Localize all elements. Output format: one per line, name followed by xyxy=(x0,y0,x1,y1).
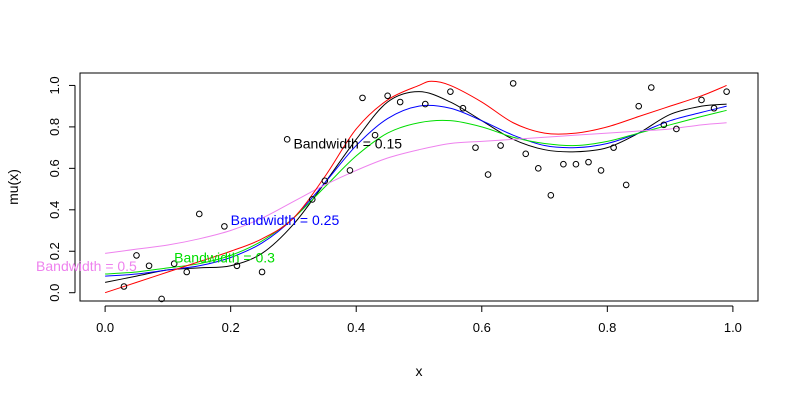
data-point xyxy=(673,125,680,133)
y-tick-label: 0.8 xyxy=(47,118,62,136)
plot-box xyxy=(79,72,759,302)
series-line-1 xyxy=(105,104,727,277)
series-line-0 xyxy=(105,91,727,283)
data-point xyxy=(472,144,479,151)
x-tick-label: 0.4 xyxy=(347,320,365,335)
data-point xyxy=(371,131,379,139)
data-point xyxy=(258,268,266,276)
data-point xyxy=(635,102,643,110)
data-point xyxy=(509,80,517,87)
data-point xyxy=(660,121,668,129)
x-tick-label: 1.0 xyxy=(724,320,742,335)
x-tick-label: 0.8 xyxy=(598,320,616,335)
y-axis: 0.0 0.2 0.4 0.6 0.8 1.0 xyxy=(47,76,76,302)
data-point xyxy=(698,96,705,104)
series-line-4 xyxy=(104,80,727,294)
data-point xyxy=(522,150,530,158)
data-point xyxy=(158,295,165,303)
data-point xyxy=(447,88,454,95)
data-point xyxy=(610,144,617,151)
x-tick-label: 0.6 xyxy=(473,320,491,335)
data-point xyxy=(233,262,241,270)
data-point xyxy=(384,92,391,100)
data-point xyxy=(585,158,592,166)
x-tick-label: 0.2 xyxy=(222,320,240,335)
data-point xyxy=(396,98,404,106)
x-axis: 0.0 0.2 0.4 0.6 0.8 1.0 xyxy=(96,305,742,335)
data-point xyxy=(547,191,555,199)
data-point xyxy=(359,94,366,102)
bandwidth-label: Bandwidth = 0.25 xyxy=(231,212,340,228)
bandwidth-label: Bandwidth = 0.5 xyxy=(36,258,137,274)
data-point xyxy=(221,223,228,230)
annotations: Bandwidth = 0.15 Bandwidth = 0.25 Bandwidt… xyxy=(36,135,402,273)
data-point xyxy=(597,167,605,174)
x-tick-label: 0.0 xyxy=(96,320,114,335)
y-tick-label: 0.0 xyxy=(47,284,62,302)
data-point xyxy=(710,104,718,112)
data-point xyxy=(497,142,504,149)
y-tick-label: 0.2 xyxy=(47,242,62,260)
y-axis-title: mu(x) xyxy=(5,169,21,205)
data-point xyxy=(560,160,567,168)
data-point xyxy=(283,136,291,143)
series-line-2 xyxy=(105,109,727,275)
data-point xyxy=(321,177,329,185)
data-point xyxy=(145,262,153,270)
series-line-3 xyxy=(105,122,727,254)
data-point xyxy=(723,88,730,95)
data-point xyxy=(120,283,128,290)
data-point xyxy=(195,210,203,218)
data-point xyxy=(459,104,467,112)
data-point xyxy=(572,160,580,168)
bandwidth-label: Bandwidth = 0.3 xyxy=(174,249,275,265)
data-point xyxy=(170,260,178,267)
data-point xyxy=(534,165,542,172)
data-point xyxy=(421,100,429,108)
data-point xyxy=(308,196,316,203)
x-axis-title: x xyxy=(416,363,423,379)
data-point xyxy=(622,181,630,189)
data-point xyxy=(484,171,492,178)
y-tick-label: 1.0 xyxy=(47,76,62,94)
y-tick-label: 0.6 xyxy=(47,159,62,177)
data-point xyxy=(133,252,140,259)
data-point xyxy=(647,84,655,91)
data-point xyxy=(183,268,191,276)
data-point xyxy=(346,167,354,174)
y-tick-label: 0.4 xyxy=(47,201,62,219)
bandwidth-label: Bandwidth = 0.15 xyxy=(293,135,402,151)
plot-area xyxy=(104,80,730,303)
